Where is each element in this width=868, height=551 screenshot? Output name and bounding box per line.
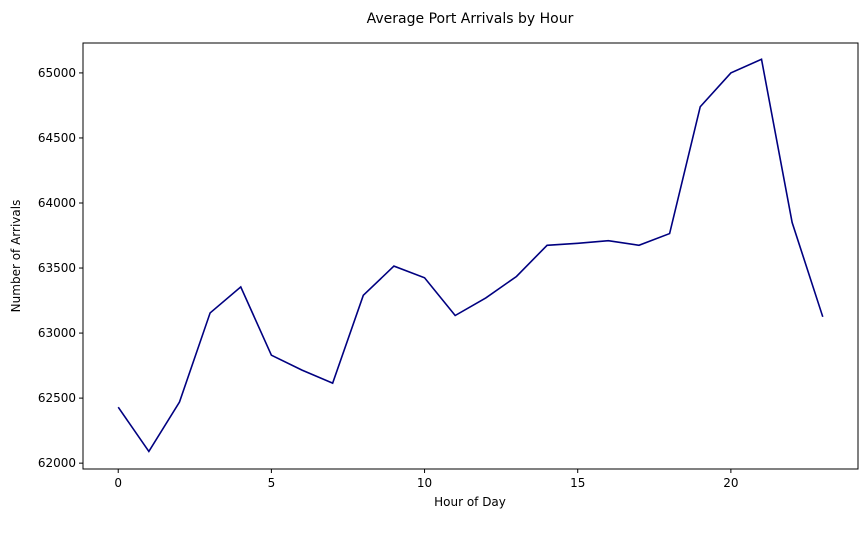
y-tick-label: 63000: [38, 326, 76, 340]
x-tick-label: 10: [417, 476, 432, 490]
x-tick-label: 0: [114, 476, 122, 490]
y-tick-label: 63500: [38, 261, 76, 275]
x-tick-label: 20: [723, 476, 738, 490]
y-axis-label: Number of Arrivals: [9, 200, 23, 313]
y-tick-label: 64000: [38, 196, 76, 210]
x-axis-label: Hour of Day: [434, 495, 506, 509]
series-line: [117, 58, 824, 453]
y-axis-ticks: 62000 62500 63000 63500 64000 64500 65000: [38, 66, 83, 470]
chart-title: Average Port Arrivals by Hour: [367, 11, 574, 27]
plot-frame: [82, 42, 859, 470]
y-tick-label: 62500: [38, 391, 76, 405]
x-tick-label: 15: [570, 476, 585, 490]
x-axis-ticks: 0 5 10 15 20: [114, 469, 739, 490]
x-tick-label: 5: [268, 476, 276, 490]
y-tick-label: 64500: [38, 131, 76, 145]
y-tick-label: 62000: [38, 456, 76, 470]
y-tick-label: 65000: [38, 66, 76, 80]
